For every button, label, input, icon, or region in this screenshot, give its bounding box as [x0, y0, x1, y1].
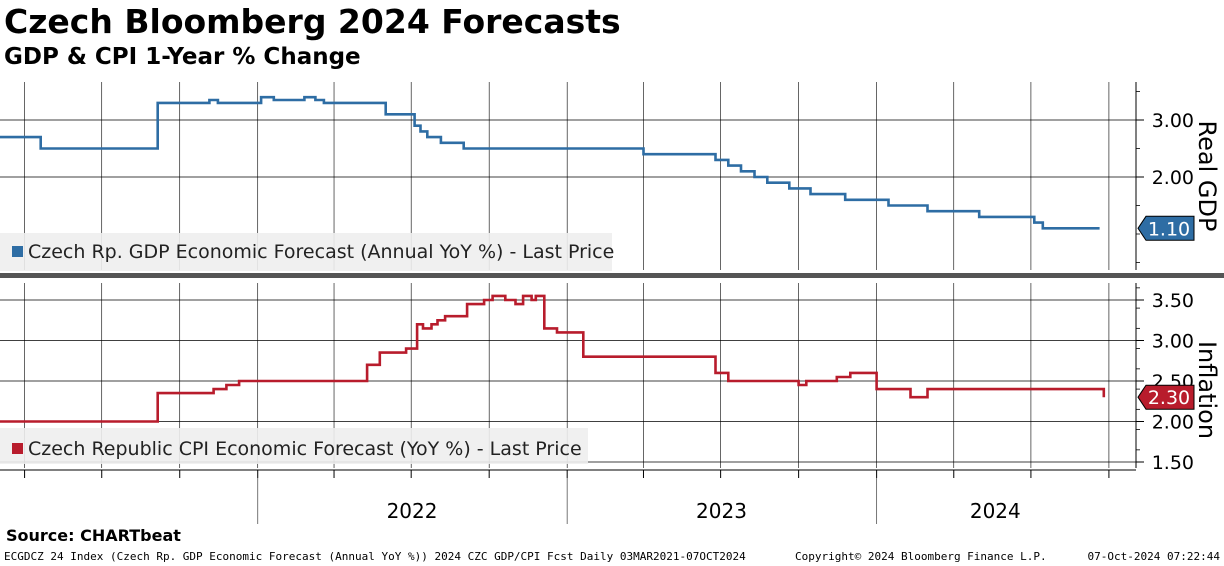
- chart-title: Czech Bloomberg 2024 Forecasts: [4, 2, 621, 41]
- panel-separator: [0, 273, 1224, 278]
- last-value-label: 1.10: [1148, 218, 1190, 240]
- axis-title: Real GDP: [1193, 121, 1221, 232]
- chart-subtitle: GDP & CPI 1-Year % Change: [4, 44, 361, 70]
- legend-box: [0, 233, 612, 271]
- x-year-label: 2023: [696, 499, 747, 523]
- legend-swatch: [12, 246, 23, 257]
- x-year-label: 2022: [387, 499, 438, 523]
- axis-title: Inflation: [1193, 341, 1221, 439]
- source-label: Source: CHARTbeat: [6, 526, 181, 545]
- y-tick-label: 2.00: [1152, 412, 1194, 434]
- legend-label: Czech Rp. GDP Economic Forecast (Annual …: [28, 241, 614, 263]
- y-tick-label: 3.00: [1152, 110, 1194, 132]
- x-year-label: 2024: [970, 499, 1021, 523]
- footer-copyright: Copyright© 2024 Bloomberg Finance L.P.: [795, 550, 1047, 563]
- legend-label: Czech Republic CPI Economic Forecast (Yo…: [28, 438, 582, 460]
- y-tick-label: 3.50: [1152, 290, 1194, 312]
- y-tick-label: 1.50: [1152, 452, 1194, 474]
- cpi-series-line: [0, 294, 1106, 423]
- gdp-series-line: [0, 95, 1100, 230]
- y-tick-label: 3.00: [1152, 331, 1194, 353]
- last-value-tag: [1137, 384, 1195, 410]
- last-value-label: 2.30: [1148, 387, 1190, 409]
- legend-box: [0, 428, 588, 464]
- footer-index-description: ECGDCZ 24 Index (Czech Rp. GDP Economic …: [4, 550, 746, 563]
- y-tick-label: 2.00: [1152, 167, 1194, 189]
- footer-timestamp: 07-Oct-2024 07:22:44: [1087, 550, 1220, 563]
- legend-swatch: [12, 443, 23, 454]
- last-value-tag: [1137, 215, 1195, 241]
